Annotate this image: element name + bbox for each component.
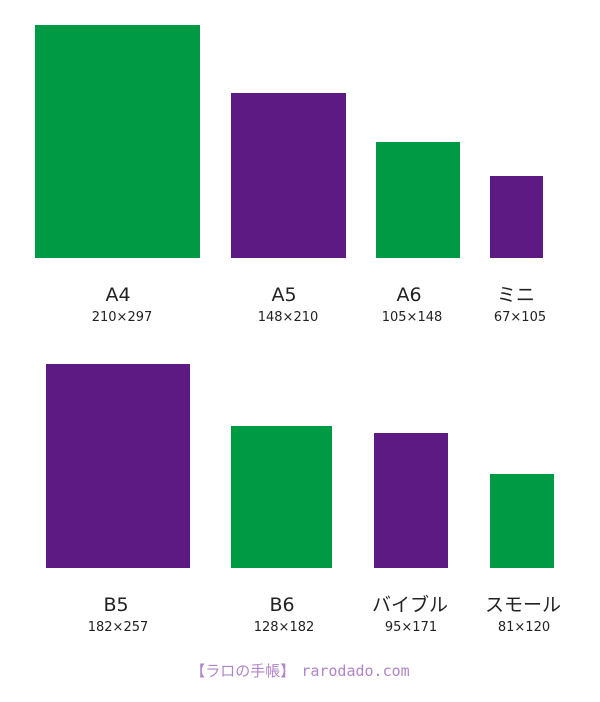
paper-b6 bbox=[231, 426, 332, 568]
size-name: A4 bbox=[105, 284, 130, 306]
paper-bible bbox=[374, 433, 448, 568]
size-dimensions: 81×120 bbox=[498, 620, 550, 635]
footer-brand: 【ラロの手帳】 bbox=[190, 662, 295, 680]
size-name: A6 bbox=[396, 284, 421, 306]
size-dimensions: 182×257 bbox=[88, 620, 149, 635]
size-name: B5 bbox=[103, 594, 128, 616]
size-dimensions: 67×105 bbox=[494, 310, 546, 325]
size-name: スモール bbox=[485, 594, 561, 616]
paper-a6 bbox=[376, 142, 460, 258]
size-name: バイブル bbox=[372, 593, 448, 616]
paper-small bbox=[490, 474, 554, 568]
footer: 【ラロの手帳】 rarodado.com bbox=[190, 662, 409, 680]
paper-mini bbox=[490, 176, 543, 258]
size-dimensions: 95×171 bbox=[385, 620, 437, 635]
size-dimensions: 128×182 bbox=[254, 620, 315, 635]
size-name: B6 bbox=[269, 594, 294, 616]
footer-url: rarodado.com bbox=[301, 662, 409, 680]
size-dimensions: 210×297 bbox=[92, 310, 153, 325]
paper-a4 bbox=[35, 25, 200, 258]
size-name: A5 bbox=[271, 284, 296, 306]
size-name: ミニ bbox=[497, 284, 535, 306]
size-dimensions: 148×210 bbox=[258, 310, 319, 325]
paper-b5 bbox=[46, 364, 190, 568]
size-dimensions: 105×148 bbox=[382, 310, 443, 325]
paper-a5 bbox=[231, 93, 346, 258]
